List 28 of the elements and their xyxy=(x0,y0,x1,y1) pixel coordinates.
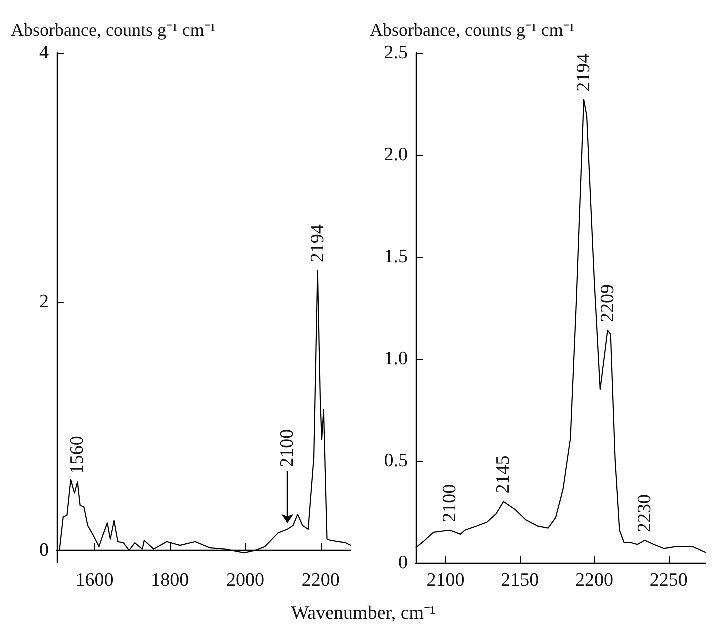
annotation: 2230 xyxy=(634,494,656,533)
x-tick-label: 2000 xyxy=(226,570,264,591)
x-tick-label: 2200 xyxy=(302,570,340,591)
annotation: 2194 xyxy=(307,224,328,263)
x-tick-label: 1600 xyxy=(76,570,114,591)
annotation: 2145 xyxy=(493,456,514,494)
y-tick-label: 1.0 xyxy=(384,348,408,370)
x-tick-label: 2150 xyxy=(501,570,540,591)
x-tick-label: 2100 xyxy=(426,570,465,591)
y-tick-label: 2 xyxy=(40,291,49,312)
y-axis-title: Absorbance, counts g⁻¹ cm⁻¹ xyxy=(370,20,575,40)
y-tick-label: 0.5 xyxy=(384,450,408,472)
x-axis-title: Wavenumber, cm⁻¹ xyxy=(290,602,437,625)
y-tick-label: 0 xyxy=(398,552,408,574)
annotation: 2194 xyxy=(574,53,595,92)
annotation: 1560 xyxy=(67,436,88,474)
y-tick-label: 4 xyxy=(40,42,50,64)
y-tick-label: 2.0 xyxy=(384,144,408,166)
y-tick-label: 1.5 xyxy=(384,246,408,268)
y-tick-label: 0 xyxy=(40,540,49,562)
x-tick-label: 1800 xyxy=(151,570,190,591)
x-tick-label: 2250 xyxy=(650,570,688,591)
annotation: 2100 xyxy=(440,484,461,522)
x-tick-label: 2200 xyxy=(575,570,614,591)
annotation: 2100 xyxy=(277,429,298,468)
y-tick-label: 2.5 xyxy=(384,42,408,64)
annotation: 2209 xyxy=(597,284,618,322)
y-axis-title: Absorbance, counts g⁻¹ cm⁻¹ xyxy=(11,20,216,40)
